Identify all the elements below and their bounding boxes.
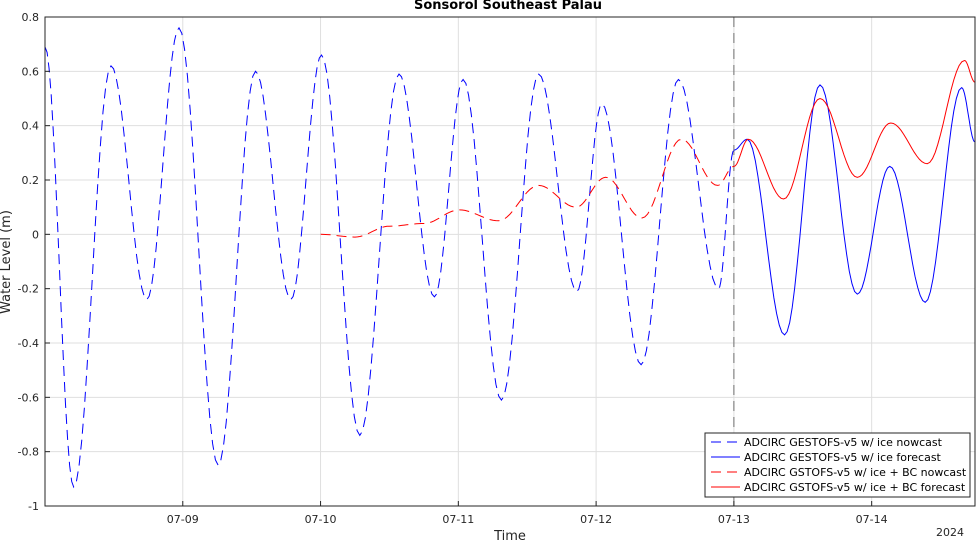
- x-axis-title: Time: [493, 529, 526, 541]
- series-line-4: [733, 59, 976, 200]
- y-tick-label: -0.6: [18, 391, 39, 404]
- grid: [45, 16, 975, 507]
- x-tick-label: 07-12: [580, 513, 612, 526]
- legend-label: ADCIRC GESTOFS-v5 w/ ice forecast: [744, 451, 942, 464]
- series-layer: [44, 26, 976, 489]
- legend-box: [704, 432, 971, 498]
- legend-label: ADCIRC GSTOFS-v5 w/ ice + BC nowcast: [744, 466, 967, 479]
- y-axis-title: Water Level (m): [0, 210, 14, 314]
- y-tick-label: -1: [28, 500, 39, 513]
- y-tick-label: 0.8: [22, 11, 40, 24]
- chart-title: Sonsorol Southeast Palau: [414, 0, 602, 13]
- y-tick-label: 0.4: [22, 120, 40, 133]
- legend: ADCIRC GESTOFS-v5 w/ ice nowcast ADCIRC G…: [704, 432, 971, 498]
- series-line-3: [320, 138, 735, 238]
- y-tick-label: -0.2: [18, 283, 39, 296]
- series-line-2: [733, 84, 976, 336]
- x-tick-label: 07-14: [856, 513, 888, 526]
- x-tick-label: 07-13: [718, 513, 750, 526]
- x-tick-label: 07-11: [442, 513, 474, 526]
- y-axis-ticks: -1 -0.8 -0.6 -0.4 -0.2 0 0.2 0.4 0.6 0.8: [18, 11, 50, 513]
- legend-label: ADCIRC GESTOFS-v5 w/ ice nowcast: [744, 436, 943, 449]
- y-tick-label: -0.8: [18, 446, 39, 459]
- y-tick-label: 0.2: [22, 174, 40, 187]
- year-label: 2024: [936, 526, 964, 539]
- x-tick-label: 07-10: [305, 513, 337, 526]
- y-tick-label: 0.6: [22, 65, 40, 78]
- x-tick-label: 07-09: [167, 513, 199, 526]
- x-axis-ticks: 07-09 07-10 07-11 07-12 07-13 07-14: [167, 501, 888, 526]
- y-tick-label: -0.4: [18, 337, 39, 350]
- series-line-1: [44, 26, 735, 489]
- y-tick-label: 0: [32, 228, 39, 241]
- legend-label: ADCIRC GSTOFS-v5 w/ ice + BC forecast: [744, 481, 966, 494]
- plot-frame: [44, 16, 976, 507]
